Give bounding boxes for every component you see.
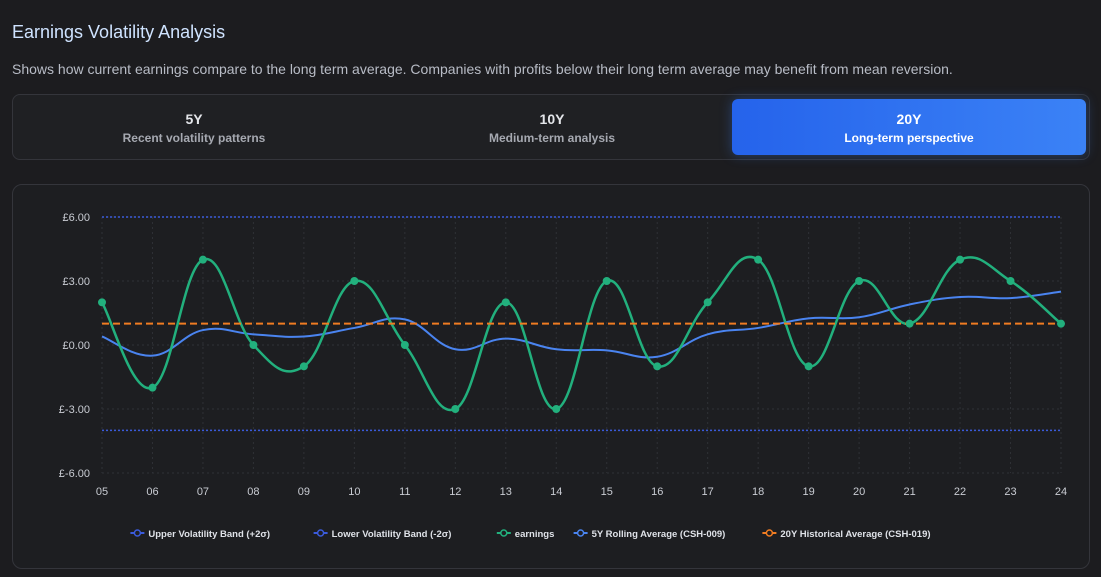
- earnings-chart: £-6.00 £-3.00 £0.00 £3.00 £6.00 05 06 07 08 09 10 1…: [59, 212, 1067, 540]
- x-tick-label: 09: [298, 486, 310, 498]
- x-tick-label: 21: [903, 486, 915, 498]
- tab-20y-label: 20Y: [896, 111, 922, 127]
- legend-swatch-marker: [316, 529, 325, 537]
- y-tick-label: £-6.00: [59, 468, 90, 480]
- x-tick-label: 17: [702, 486, 714, 498]
- y-tick-label: £0.00: [62, 340, 90, 352]
- earnings-point[interactable]: [299, 362, 308, 371]
- earnings-point[interactable]: [855, 277, 864, 285]
- x-tick-label: 07: [197, 486, 209, 498]
- chart-card: £-6.00 £-3.00 £0.00 £3.00 £6.00 05 06 07 08 09 10 1…: [12, 184, 1090, 569]
- x-tick-label: 19: [803, 486, 815, 498]
- series-rolling-average-line: [101, 290, 1062, 359]
- earnings-point[interactable]: [602, 277, 611, 285]
- earnings-point[interactable]: [501, 298, 510, 307]
- y-tick-label: £3.00: [62, 276, 90, 288]
- earnings-point[interactable]: [905, 319, 914, 328]
- earnings-point[interactable]: [451, 405, 460, 413]
- x-tick-label: 20: [853, 486, 865, 498]
- x-tick-label: 15: [601, 486, 613, 498]
- earnings-point[interactable]: [350, 277, 359, 285]
- earnings-point[interactable]: [552, 405, 561, 413]
- tab-10y[interactable]: 10Y Medium-term analysis: [375, 99, 729, 155]
- x-tick-label: 05: [96, 486, 108, 498]
- x-tick-label: 12: [449, 486, 461, 498]
- series-earnings-line: [100, 255, 1062, 412]
- earnings-point[interactable]: [653, 362, 662, 371]
- earnings-point[interactable]: [1057, 319, 1065, 328]
- tab-10y-label: 10Y: [539, 111, 565, 127]
- x-tick-label: 24: [1055, 486, 1067, 498]
- earnings-point[interactable]: [98, 298, 106, 307]
- legend-item-label[interactable]: earnings: [515, 529, 555, 540]
- earnings-point[interactable]: [400, 341, 409, 349]
- page-subtitle: Shows how current earnings compare to th…: [12, 61, 953, 77]
- tab-10y-description: Medium-term analysis: [488, 131, 616, 145]
- legend-swatch-marker: [500, 529, 508, 537]
- y-tick-label: £6.00: [62, 212, 90, 224]
- legend-item-label[interactable]: 5Y Rolling Average (CSH-009): [592, 529, 726, 540]
- earnings-point[interactable]: [956, 255, 965, 264]
- x-tick-label: 14: [550, 486, 562, 498]
- x-tick-label: 16: [651, 486, 663, 498]
- x-tick-label: 06: [146, 486, 158, 498]
- earnings-point[interactable]: [804, 362, 813, 371]
- period-tabs: 5Y Recent volatility patterns 10Y Medium…: [12, 94, 1090, 160]
- legend-swatch-marker: [765, 529, 774, 537]
- x-tick-label: 11: [399, 486, 410, 498]
- legend-item-label[interactable]: 20Y Historical Average (CSH-019): [780, 529, 930, 540]
- earnings-point[interactable]: [198, 255, 207, 264]
- earnings-point[interactable]: [754, 255, 763, 264]
- x-tick-label: 10: [348, 486, 360, 498]
- legend-item-label[interactable]: Upper Volatility Band (+2σ): [148, 529, 270, 540]
- tab-5y[interactable]: 5Y Recent volatility patterns: [17, 99, 371, 155]
- earnings-point[interactable]: [703, 298, 712, 307]
- x-tick-label: 08: [247, 486, 259, 498]
- legend-swatch-marker: [576, 529, 585, 537]
- earnings-point[interactable]: [249, 341, 258, 349]
- tab-5y-description: Recent volatility patterns: [122, 131, 266, 145]
- x-tick-label: 22: [954, 486, 966, 498]
- y-tick-label: £-3.00: [59, 404, 90, 416]
- tab-20y[interactable]: 20Y Long-term perspective: [732, 99, 1086, 155]
- legend-item-label[interactable]: Lower Volatility Band (-2σ): [332, 529, 452, 540]
- tab-5y-label: 5Y: [185, 111, 203, 127]
- x-tick-label: 13: [500, 486, 512, 498]
- earnings-point[interactable]: [148, 383, 157, 392]
- earnings-point[interactable]: [1006, 277, 1015, 285]
- legend-swatch-marker: [133, 529, 142, 537]
- page-title: Earnings Volatility Analysis: [12, 22, 226, 42]
- tab-20y-description: Long-term perspective: [844, 131, 974, 145]
- x-tick-label: 18: [752, 486, 764, 498]
- x-tick-label: 23: [1004, 486, 1016, 498]
